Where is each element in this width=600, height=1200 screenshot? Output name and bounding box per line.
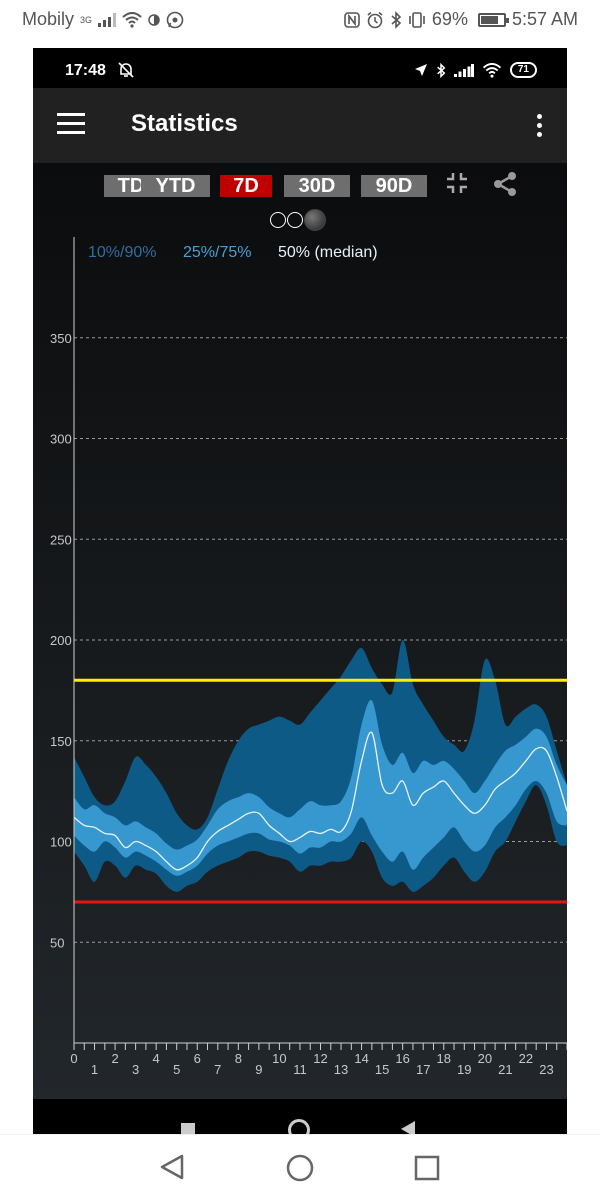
x-tick-label: 7: [214, 1062, 221, 1077]
overflow-menu-icon[interactable]: [537, 114, 543, 141]
range-tab-90d[interactable]: 90D: [361, 175, 427, 197]
y-tick-label: 300: [50, 432, 72, 447]
x-tick-label: 17: [416, 1062, 430, 1077]
carrier-label: Mobily: [22, 9, 75, 29]
share-icon[interactable]: [491, 170, 519, 198]
x-tick-label: 3: [132, 1062, 139, 1077]
target-lines: [74, 678, 567, 904]
location-arrow-icon: [414, 64, 427, 76]
x-tick-label: 13: [334, 1062, 348, 1077]
app-status-bar: 17:48 71: [33, 48, 567, 88]
page-dot[interactable]: [287, 212, 303, 228]
legend: 10%/90% 25%/75% 50% (median): [88, 244, 378, 261]
nfc-icon: [344, 11, 360, 28]
x-tick-label: 15: [375, 1062, 389, 1077]
vibrate-icon: [409, 11, 425, 28]
wifi-icon: [122, 11, 142, 28]
y-tick-label: 50: [50, 935, 64, 950]
x-tick-label: 0: [70, 1051, 77, 1066]
legend-entry: 10%/90%: [88, 244, 157, 261]
app-screen: 17:48 71 Statistics TD YTD 7D 30D 90D: [33, 48, 567, 1134]
x-tick-label: 10: [272, 1051, 286, 1066]
y-tick-label: 200: [50, 633, 72, 648]
page-title: Statistics: [131, 110, 238, 137]
network-type-label: 3G: [80, 14, 93, 25]
bluetooth-icon: [391, 10, 402, 29]
page-dot[interactable]: [270, 212, 286, 228]
x-tick-label: 1: [91, 1062, 98, 1077]
half-circle-icon: [148, 13, 160, 26]
x-tick-label: 23: [539, 1062, 553, 1077]
x-tick-label: 19: [457, 1062, 471, 1077]
battery-icon: [477, 12, 509, 27]
alarm-icon: [367, 11, 383, 28]
whatsapp-icon: [166, 11, 184, 28]
x-tick-label: 20: [478, 1051, 492, 1066]
range-tab-ytd[interactable]: YTD: [141, 175, 210, 197]
x-tick-label: 18: [437, 1051, 451, 1066]
x-tick-label: 9: [255, 1062, 262, 1077]
signal-icon: [98, 12, 117, 27]
x-tick-label: 16: [395, 1051, 409, 1066]
recents-icon[interactable]: [414, 1155, 440, 1181]
battery-percent-label: 69%: [431, 9, 468, 29]
home-icon[interactable]: [285, 1153, 315, 1183]
app-battery-indicator: 71: [509, 62, 537, 78]
bell-off-icon: [118, 62, 134, 78]
y-tick-label: 350: [50, 331, 72, 346]
band-layer: [73, 639, 567, 892]
signal-icon: [453, 63, 474, 77]
home-button[interactable]: [288, 1119, 310, 1134]
page-indicator: [270, 209, 326, 231]
x-tick-label: 4: [153, 1051, 160, 1066]
x-tick-label: 2: [111, 1051, 118, 1066]
compress-icon[interactable]: [446, 172, 468, 194]
legend-entry: 50% (median): [278, 244, 378, 261]
legend-entry: 25%/75%: [183, 244, 252, 261]
band-25-75: [74, 699, 567, 876]
y-tick-label: 150: [50, 734, 72, 749]
bluetooth-icon: [437, 62, 446, 78]
x-tick-label: 12: [313, 1051, 327, 1066]
app-toolbar: Statistics: [33, 88, 567, 163]
range-tab-30d[interactable]: 30D: [284, 175, 350, 197]
hamburger-menu-icon[interactable]: [57, 113, 85, 137]
statistics-panel: TD YTD 7D 30D 90D 50 100 150 200 250 300 350 0…: [33, 163, 567, 1099]
x-tick-label: 11: [293, 1062, 307, 1077]
app-clock-label: 17:48: [65, 62, 106, 79]
x-tick-label: 21: [498, 1062, 512, 1077]
recent-apps-button[interactable]: [181, 1123, 195, 1134]
y-tick-label: 250: [50, 532, 72, 547]
device-nav-bar: [0, 1134, 600, 1200]
back-icon[interactable]: [158, 1153, 186, 1181]
x-tick-label: 22: [519, 1051, 533, 1066]
back-button[interactable]: [401, 1121, 415, 1134]
page-dot-active[interactable]: [304, 209, 326, 231]
x-tick-label: 8: [235, 1051, 242, 1066]
app-nav-bar: [33, 1099, 567, 1134]
wifi-icon: [482, 62, 501, 78]
median-line: [73, 731, 567, 871]
x-tick-label: 5: [173, 1062, 180, 1077]
clock-label: 5:57 AM: [511, 9, 578, 29]
x-tick-label: 6: [194, 1051, 201, 1066]
device-status-bar: Mobily 3G 69% 5:57 AM: [0, 0, 600, 40]
x-tick-label: 14: [354, 1051, 368, 1066]
range-tab-7d[interactable]: 7D: [220, 175, 272, 197]
y-tick-label: 100: [50, 835, 72, 850]
